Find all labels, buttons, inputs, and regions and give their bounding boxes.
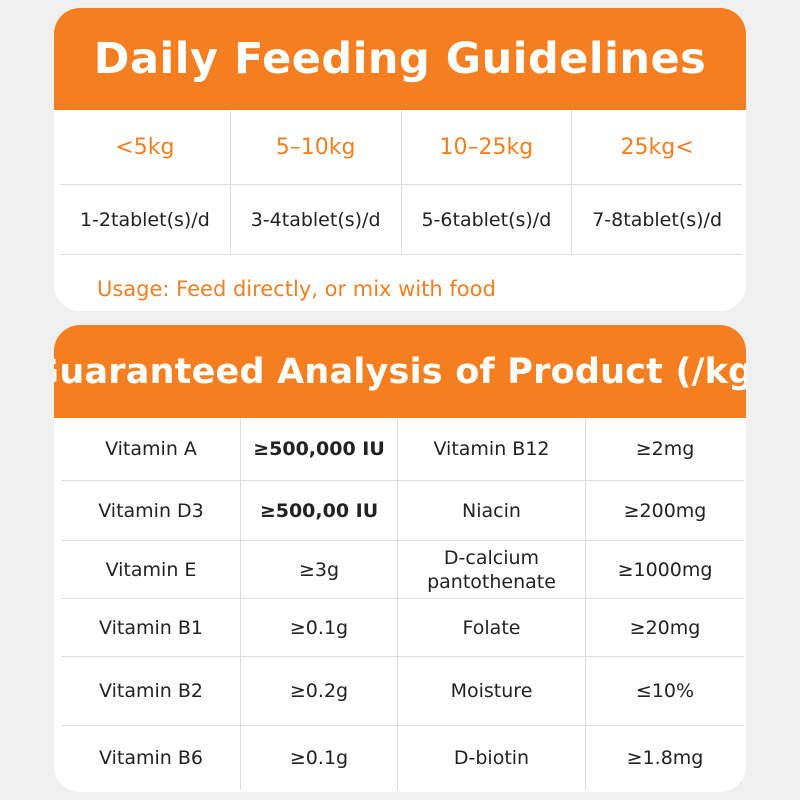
nutrient-name: Moisture bbox=[397, 657, 585, 725]
feeding-guidelines-card: Daily Feeding Guidelines <5kg 5–10kg 10–… bbox=[54, 8, 746, 311]
nutrient-value: ≥0.1g bbox=[240, 599, 397, 656]
analysis-table: Vitamin A ≥500,000 IU Vitamin B12 ≥2mg Vitam… bbox=[62, 418, 744, 790]
nutrient-name: D-calcium pantothenate bbox=[397, 541, 585, 598]
nutrient-value: ≥2mg bbox=[585, 418, 744, 480]
nutrient-name: Folate bbox=[397, 599, 585, 656]
nutrient-name: Vitamin B2 bbox=[99, 680, 203, 702]
nutrient-name: Vitamin E bbox=[105, 558, 197, 581]
nutrient-value: ≥500,00 IU bbox=[240, 481, 397, 540]
analysis-card: Guaranteed Analysis of Product (/kg) Vit… bbox=[54, 325, 746, 792]
dose-under-5kg: 1-2tablet(s)/d bbox=[79, 208, 210, 231]
table-row: Vitamin A ≥500,000 IU Vitamin B12 ≥2mg bbox=[62, 418, 744, 481]
weight-under-5kg: <5kg bbox=[115, 134, 175, 160]
dose-5-10kg: 3-4tablet(s)/d bbox=[229, 185, 401, 254]
nutrient-value: ≥0.2g bbox=[240, 657, 397, 725]
nutrient-name: D-biotin bbox=[397, 726, 585, 790]
nutrient-value: ≥3g bbox=[240, 541, 397, 598]
nutrient-name: Niacin bbox=[397, 481, 585, 540]
dose-row: 1-2tablet(s)/d 3-4tablet(s)/d 5-6tablet(… bbox=[60, 185, 742, 255]
feeding-guidelines-title: Daily Feeding Guidelines bbox=[54, 8, 746, 110]
weight-10-25kg: 10–25kg bbox=[400, 110, 572, 184]
nutrient-value: ≥1000mg bbox=[585, 541, 744, 598]
nutrient-value: ≥0.1g bbox=[240, 726, 397, 790]
nutrient-name: Vitamin B1 bbox=[99, 616, 203, 639]
table-row: Vitamin B2 ≥0.2g Moisture ≤10% bbox=[62, 657, 744, 726]
dose-10-25kg: 5-6tablet(s)/d bbox=[400, 185, 572, 254]
nutrient-name: Vitamin D3 bbox=[98, 499, 204, 522]
table-row: Vitamin D3 ≥500,00 IU Niacin ≥200mg bbox=[62, 481, 744, 541]
nutrient-name: Vitamin B6 bbox=[99, 747, 203, 769]
weight-5-10kg: 5–10kg bbox=[229, 110, 401, 184]
table-row: Vitamin E ≥3g D-calcium pantothenate ≥1000m… bbox=[62, 541, 744, 599]
usage-note: Usage: Feed directly, or mix with food bbox=[97, 277, 496, 301]
nutrient-value: ≥200mg bbox=[585, 481, 744, 540]
dose-over-25kg: 7-8tablet(s)/d bbox=[571, 185, 742, 254]
weight-header-row: <5kg 5–10kg 10–25kg 25kg< bbox=[60, 110, 742, 185]
table-row: Vitamin B1 ≥0.1g Folate ≥20mg bbox=[62, 599, 744, 657]
nutrient-value: ≥20mg bbox=[585, 599, 744, 656]
nutrient-name: Vitamin A bbox=[105, 438, 197, 460]
nutrient-value: ≥1.8mg bbox=[585, 726, 744, 790]
nutrient-name: Vitamin B12 bbox=[397, 418, 585, 480]
analysis-title: Guaranteed Analysis of Product (/kg) bbox=[54, 325, 746, 418]
feeding-table: <5kg 5–10kg 10–25kg 25kg< 1-2tablet(s)/d… bbox=[60, 110, 742, 255]
table-row: Vitamin B6 ≥0.1g D-biotin ≥1.8mg bbox=[62, 726, 744, 790]
nutrient-value: ≥500,000 IU bbox=[240, 418, 397, 480]
weight-over-25kg: 25kg< bbox=[571, 110, 742, 184]
nutrient-value: ≤10% bbox=[585, 657, 744, 725]
